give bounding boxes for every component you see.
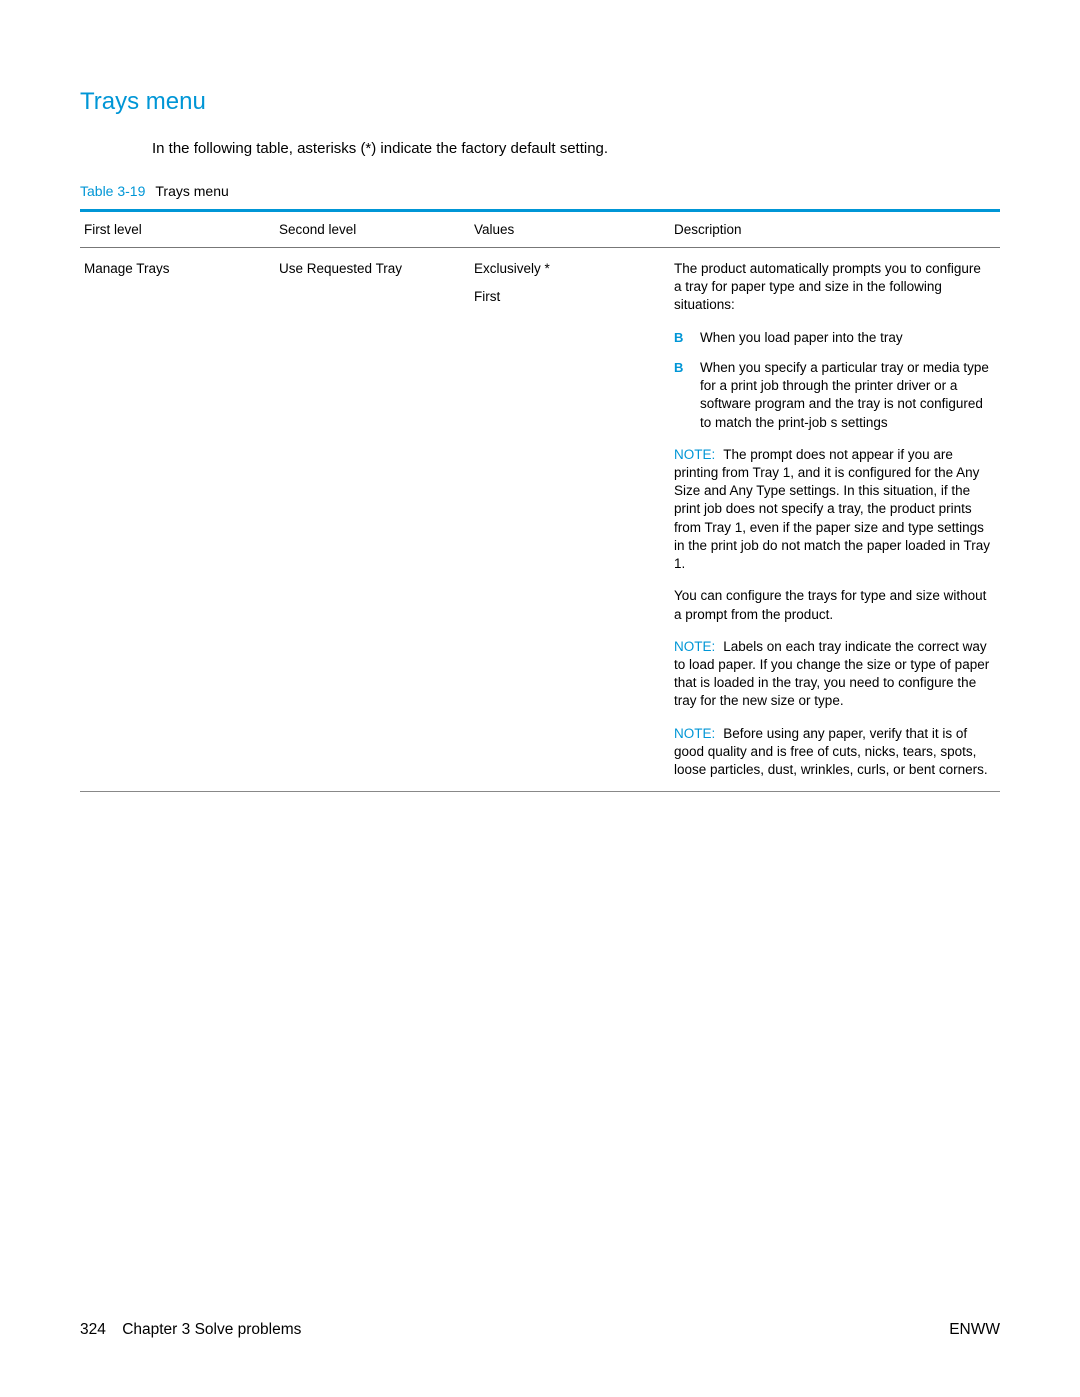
cell-values: Exclusively * First	[470, 248, 670, 792]
bullet-icon: B	[674, 359, 700, 432]
page-number: 324	[80, 1321, 106, 1338]
chapter-label: Chapter 3 Solve problems	[122, 1321, 301, 1338]
page-content: Trays menu In the following table, aster…	[80, 88, 1000, 792]
note-label: NOTE:	[674, 639, 715, 654]
note-text: The prompt does not appear if you are pr…	[674, 447, 990, 571]
bullet-text: When you specify a particular tray or me…	[700, 359, 992, 432]
list-item: B When you load paper into the tray	[674, 329, 992, 347]
cell-second-level: Use Requested Tray	[275, 248, 470, 792]
cell-description: The product automatically prompts you to…	[670, 248, 1000, 792]
note-text: Labels on each tray indicate the correct…	[674, 639, 989, 709]
desc-intro: The product automatically prompts you to…	[674, 260, 992, 315]
value-option: Exclusively *	[474, 260, 662, 278]
desc-note: NOTE:Labels on each tray indicate the co…	[674, 638, 992, 711]
note-label: NOTE:	[674, 447, 715, 462]
table-header-row: First level Second level Values Descript…	[80, 211, 1000, 248]
table-caption-name: Trays menu	[155, 183, 228, 199]
desc-note: NOTE:The prompt does not appear if you a…	[674, 446, 992, 574]
value-option: First	[474, 288, 662, 306]
table-caption: Table 3-19 Trays menu	[80, 183, 1000, 199]
desc-bullet-list: B When you load paper into the tray B Wh…	[674, 329, 992, 432]
desc-note: NOTE:Before using any paper, verify that…	[674, 725, 992, 780]
footer-right: ENWW	[949, 1321, 1000, 1339]
bullet-icon: B	[674, 329, 700, 347]
footer-left: 324 Chapter 3 Solve problems	[80, 1321, 301, 1339]
note-text: Before using any paper, verify that it i…	[674, 726, 988, 777]
intro-text: In the following table, asterisks (*) in…	[152, 140, 1000, 157]
table-row: Manage Trays Use Requested Tray Exclusiv…	[80, 248, 1000, 792]
desc-paragraph: You can configure the trays for type and…	[674, 587, 992, 623]
section-title: Trays menu	[80, 88, 1000, 116]
page-footer: 324 Chapter 3 Solve problems ENWW	[80, 1321, 1000, 1339]
col-header-description: Description	[670, 211, 1000, 248]
list-item: B When you specify a particular tray or …	[674, 359, 992, 432]
col-header-second-level: Second level	[275, 211, 470, 248]
bullet-text: When you load paper into the tray	[700, 329, 992, 347]
col-header-first-level: First level	[80, 211, 275, 248]
col-header-values: Values	[470, 211, 670, 248]
note-label: NOTE:	[674, 726, 715, 741]
cell-first-level: Manage Trays	[80, 248, 275, 792]
trays-menu-table: First level Second level Values Descript…	[80, 209, 1000, 792]
table-caption-number: Table 3-19	[80, 183, 145, 199]
